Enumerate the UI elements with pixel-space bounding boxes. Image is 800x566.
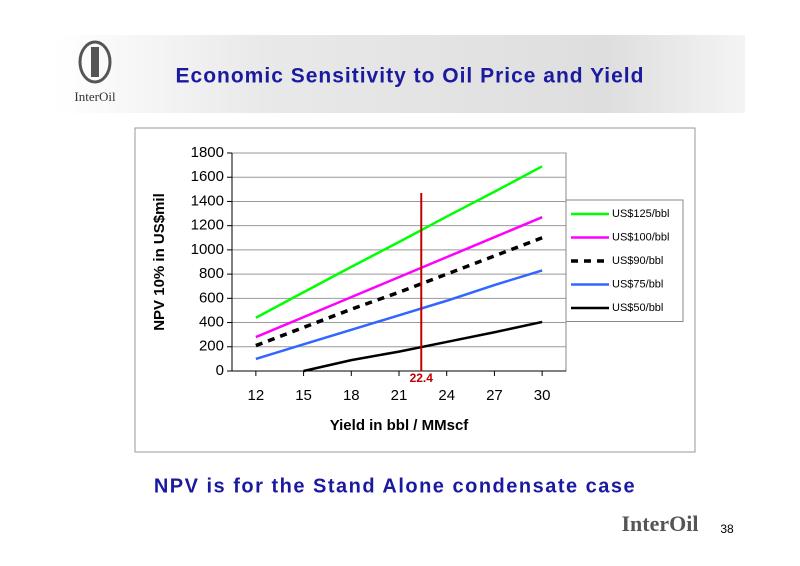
logo-mark-bar — [91, 47, 99, 77]
y-axis-label: NPV 10% in US$mil — [151, 193, 168, 331]
logo-mark — [78, 40, 112, 84]
header-band — [55, 35, 745, 113]
legend-label: US$100/bbl — [612, 231, 670, 243]
slide-title: Economic Sensitivity to Oil Price and Yi… — [176, 65, 645, 88]
chart: 0 200 400 600 800 1000 1200 1400 1600 1800 12 15 18 2… — [151, 144, 684, 434]
y-tick-label: 800 — [199, 265, 224, 282]
y-tick-label: 600 — [199, 289, 224, 306]
y-tick-label: 1200 — [191, 217, 224, 234]
y-tick-label: 200 — [199, 338, 224, 355]
x-tick-label: 27 — [486, 387, 503, 404]
header-logo-text: InterOil — [74, 89, 116, 104]
y-tick-label: 1600 — [191, 168, 224, 185]
x-tick-label: 24 — [438, 387, 455, 404]
legend-label: US$75/bbl — [612, 278, 663, 290]
footer-logo-text: InterOil — [622, 511, 699, 536]
y-tick-label: 400 — [199, 314, 224, 331]
reference-label: 22.4 — [410, 371, 434, 385]
y-tick-label: 0 — [216, 362, 224, 379]
series-line — [255, 165, 543, 319]
x-tick-label: 15 — [295, 387, 312, 404]
x-tick-label: 21 — [391, 387, 408, 404]
footer-note: NPV is for the Stand Alone condensate ca… — [154, 475, 636, 497]
x-tick-label: 18 — [343, 387, 360, 404]
page-number: 38 — [720, 522, 734, 536]
legend-label: US$90/bbl — [612, 255, 663, 267]
y-tick-label: 1000 — [191, 241, 224, 258]
y-tick-label: 1800 — [191, 144, 224, 161]
series-line — [303, 320, 543, 373]
legend-label: US$125/bbl — [612, 208, 670, 220]
x-axis-label: Yield in bbl / MMscf — [330, 417, 470, 434]
series-line — [255, 216, 543, 339]
x-tick-label: 12 — [248, 387, 265, 404]
plot-area — [231, 152, 567, 372]
y-tick-label: 1400 — [191, 192, 224, 209]
legend-label: US$50/bbl — [612, 302, 663, 314]
series-line — [255, 269, 543, 361]
x-tick-label: 30 — [534, 387, 551, 404]
